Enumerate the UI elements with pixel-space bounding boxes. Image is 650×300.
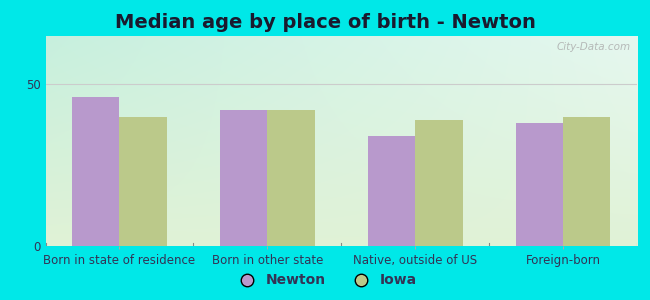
Bar xyxy=(267,110,315,246)
Bar xyxy=(515,123,563,246)
Bar xyxy=(120,117,167,246)
Bar xyxy=(220,110,267,246)
Text: City-Data.com: City-Data.com xyxy=(557,42,631,52)
Text: Median age by place of birth - Newton: Median age by place of birth - Newton xyxy=(114,14,536,32)
Legend: Newton, Iowa: Newton, Iowa xyxy=(227,268,423,293)
Bar xyxy=(72,98,120,246)
Bar xyxy=(368,136,415,246)
Bar xyxy=(415,120,463,246)
Bar xyxy=(563,117,610,246)
